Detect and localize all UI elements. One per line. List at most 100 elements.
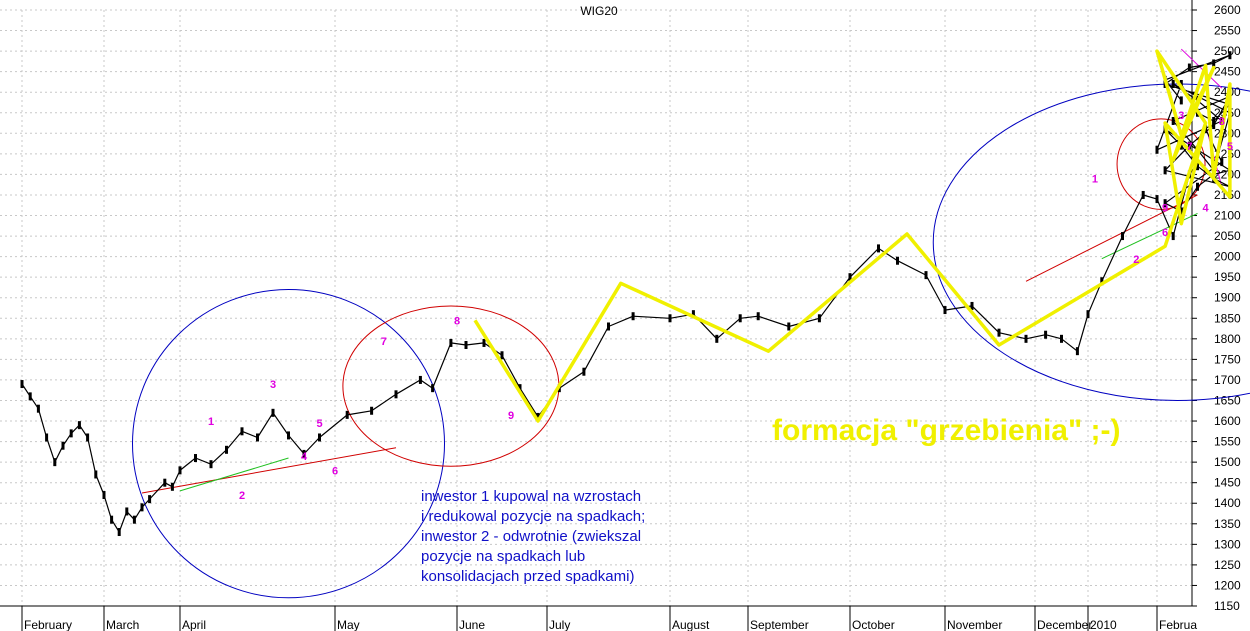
- y-tick-label: 1150: [1214, 599, 1240, 613]
- note-annotation: inwestor 1 kupowal na wzrostach i redukow…: [421, 488, 645, 585]
- x-tick-label: April: [182, 618, 206, 631]
- price-point: [1086, 310, 1090, 319]
- price-point: [271, 408, 275, 417]
- price-point: [877, 244, 880, 253]
- price-point: [394, 390, 398, 399]
- price-point: [345, 410, 349, 419]
- price-point: [1163, 199, 1167, 208]
- price-point: [924, 271, 928, 280]
- price-point: [117, 528, 121, 537]
- y-tick-label: 2600: [1214, 3, 1241, 17]
- price-point: [756, 312, 760, 321]
- price-point: [1163, 166, 1167, 175]
- y-tick-label: 2300: [1214, 126, 1241, 140]
- trendlines-layer: [141, 48, 1223, 494]
- y-tick-label: 2250: [1214, 147, 1241, 161]
- wave-label: 2: [239, 490, 245, 502]
- price-point: [817, 314, 821, 323]
- x-tick-label: August: [672, 618, 710, 631]
- note-line: i redukowal pozycje na spadkach;: [421, 508, 645, 525]
- y-tick-label: 2000: [1214, 250, 1241, 264]
- price-point: [240, 427, 244, 436]
- wave-label: 5: [1227, 141, 1233, 153]
- x-tick-label: December: [1037, 618, 1092, 631]
- price-point: [163, 478, 167, 487]
- price-point: [36, 404, 40, 413]
- wave-label: 6: [332, 465, 338, 477]
- note-line: inwestor 2 - odwrotnie (zwiekszal: [421, 528, 641, 545]
- trendline: [1025, 194, 1198, 282]
- price-point: [418, 375, 422, 384]
- y-tick-label: 1900: [1214, 291, 1241, 305]
- price-point: [1044, 330, 1048, 339]
- price-point: [536, 412, 540, 421]
- price-point: [302, 449, 306, 458]
- wave-label: 5: [316, 418, 322, 430]
- price-point: [1024, 334, 1028, 343]
- y-tick-label: 1650: [1214, 393, 1241, 407]
- price-point: [148, 495, 152, 504]
- price-point: [1196, 182, 1199, 191]
- wave-label: 1: [1092, 174, 1098, 186]
- wave-label: 9: [1162, 202, 1168, 214]
- price-point: [28, 392, 32, 401]
- price-point: [1100, 277, 1104, 286]
- price-point: [86, 433, 90, 442]
- headline-annotation: formacja "grzebienia" ;-): [772, 414, 1121, 447]
- x-tick-label: March: [106, 618, 139, 631]
- price-point: [102, 491, 106, 500]
- y-tick-label: 2200: [1214, 167, 1241, 181]
- y-tick-label: 1850: [1214, 311, 1241, 325]
- price-point: [464, 340, 468, 349]
- x-tick-label: May: [337, 618, 360, 631]
- price-point: [668, 314, 672, 323]
- y-tick-label: 1450: [1214, 476, 1241, 490]
- price-point: [125, 507, 129, 516]
- wave-label: 2: [1133, 254, 1139, 266]
- price-point: [1228, 51, 1232, 60]
- price-point: [209, 460, 213, 469]
- price-point: [61, 441, 65, 450]
- x-tick-label: 2010: [1090, 618, 1117, 631]
- price-point: [449, 338, 453, 347]
- price-point: [94, 470, 98, 479]
- price-point: [607, 322, 610, 331]
- y-tick-label: 2050: [1214, 229, 1241, 243]
- price-point: [431, 384, 435, 393]
- price-point: [370, 406, 374, 415]
- note-line: pozycje na spadkach lub: [421, 548, 585, 565]
- wave-label: 3: [270, 379, 276, 391]
- price-point: [140, 503, 144, 512]
- y-tick-label: 1800: [1214, 332, 1241, 346]
- price-point: [1196, 162, 1199, 171]
- price-point: [256, 433, 259, 442]
- price-point: [69, 429, 73, 438]
- circle-highlight: [132, 289, 445, 599]
- y-tick-label: 2500: [1214, 44, 1241, 58]
- price-point: [1155, 145, 1159, 154]
- wave-label: 4: [1203, 202, 1210, 214]
- price-point: [691, 310, 695, 319]
- trendline: [1180, 48, 1223, 89]
- price-point: [20, 380, 24, 389]
- price-point: [178, 466, 182, 475]
- y-tick-label: 1400: [1214, 496, 1241, 510]
- y-tick-label: 1700: [1214, 373, 1241, 387]
- price-point: [1212, 121, 1216, 130]
- price-point: [715, 334, 719, 343]
- price-point: [225, 445, 228, 454]
- price-point: [77, 421, 81, 430]
- wave-label: 6: [1162, 227, 1168, 239]
- wave-labels: 1 2 3 4 5 6 7 8 9 1 2 3 4 5 6 7 8 9: [208, 110, 1233, 502]
- price-point: [582, 367, 586, 376]
- wave-label: 4: [301, 451, 308, 463]
- y-tick-label: 2450: [1214, 65, 1241, 79]
- x-tick-label: July: [549, 618, 570, 631]
- price-point: [1220, 158, 1224, 167]
- price-point: [1121, 232, 1124, 241]
- price-point: [997, 328, 1001, 337]
- price-point: [1212, 116, 1216, 125]
- price-point: [848, 273, 852, 282]
